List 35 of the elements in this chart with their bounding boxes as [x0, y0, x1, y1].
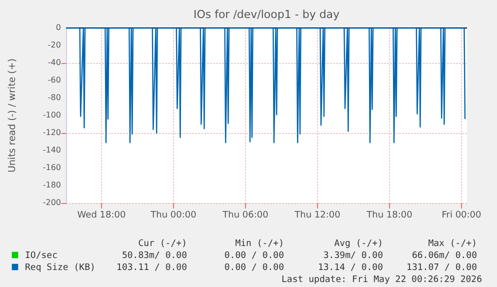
text: 3.39m/ 0.00 — [323, 251, 383, 261]
text: 13.14 / 0.00 — [318, 263, 383, 273]
y-tick-label: -140 — [42, 146, 61, 154]
y-tick-label: -40 — [48, 58, 61, 67]
text: 0.00 / 0.00 — [224, 263, 284, 273]
y-tick-label: -80 — [48, 93, 61, 102]
text: 0.00 / 0.00 — [224, 251, 284, 261]
text: Cur (-/+) — [138, 239, 187, 249]
x-tick-label: Thu 00:00 — [150, 210, 197, 220]
legend-label: IO/sec — [25, 251, 58, 261]
y-axis-title: Units read (-) / write (+) — [7, 58, 18, 173]
text: Avg (-/+) — [334, 239, 383, 249]
text: 66.06m/ 0.00 — [412, 251, 477, 261]
text: 50.83m/ 0.00 — [122, 251, 187, 261]
line-series — [66, 28, 466, 144]
legend-label: Req Size (KB) — [25, 263, 96, 273]
y-tick-label: -20 — [48, 40, 61, 50]
y-tick-label: -160 — [42, 163, 61, 172]
x-tick-label: Thu 12:00 — [294, 210, 341, 220]
y-tick-label: -120 — [42, 128, 61, 137]
y-tick-label: -60 — [48, 76, 61, 84]
y-tick-label: -100 — [42, 110, 61, 120]
text: Last update: Fri May 22 00:26:29 2026 — [282, 275, 482, 285]
x-tick-label: Wed 18:00 — [77, 210, 126, 220]
text: 131.07 / 0.00 — [406, 263, 477, 273]
y-tick-label: 0 — [56, 23, 61, 32]
text: 103.11 / 0.00 — [116, 263, 187, 273]
x-tick-label: Fri 00:00 — [442, 210, 482, 220]
text: Max (-/+) — [428, 239, 477, 249]
x-tick-label: Thu 18:00 — [366, 210, 413, 220]
chart-title: IOs for /dev/loop1 - by day — [193, 8, 340, 21]
y-tick-label: -200 — [42, 198, 61, 207]
text: Min (-/+) — [235, 239, 284, 249]
x-tick-label: Thu 06:00 — [222, 210, 269, 220]
y-tick-label: -180 — [42, 180, 61, 190]
